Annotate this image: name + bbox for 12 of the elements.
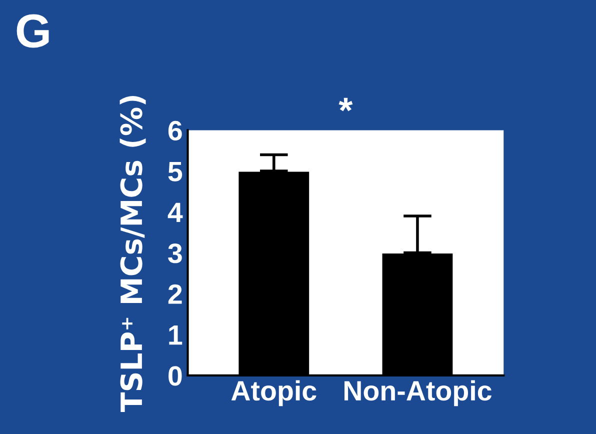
y-tick-label: 2: [168, 284, 182, 304]
x-tick-label: Non-Atopic: [344, 380, 492, 406]
x-tick-label: Atopic: [231, 380, 316, 406]
y-tick-label: 0: [168, 366, 182, 386]
y-tick-label: 1: [169, 325, 182, 345]
y-tick-label: 4: [168, 202, 183, 222]
chart-title: G: [16, 14, 49, 48]
y-axis-title: TSLP⁺ MCs/MCs (%): [120, 96, 146, 412]
y-tick-label: 5: [168, 162, 182, 182]
y-tick-label: 3: [168, 243, 182, 264]
y-tick-label: 6: [168, 120, 182, 141]
text: *: [338, 98, 353, 112]
